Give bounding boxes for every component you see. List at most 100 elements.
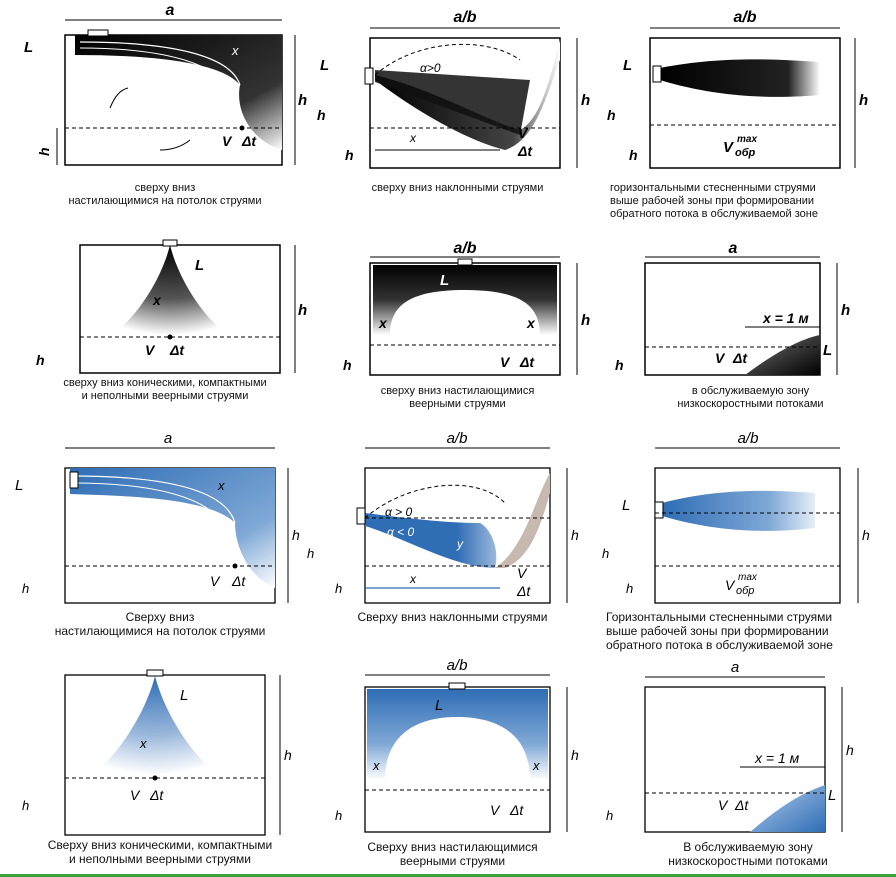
label-x1m: x = 1 м [754,750,800,766]
fan-jet [373,265,557,335]
label-L0: L [622,497,630,514]
label-vx: V [715,350,726,366]
label-hoz: h [345,147,354,163]
label-L0: L [440,272,449,289]
label-h: h [298,92,307,109]
panel-12-figure: a x = 1 м h h L V Δt [606,659,854,833]
label-L0: L [823,342,832,359]
caption-line: сверху вниз [134,182,196,194]
panel-5-caption: сверху вниз настилающимися веерными стру… [315,385,600,411]
diagram-panel-5: a/b h h L x x V Δt сверху вниз настилающ… [315,235,600,420]
low-velocity-jet [745,335,820,375]
label-x: x [231,43,239,58]
panel-11-caption: Сверху вниз настилающимися веерными стру… [305,840,600,868]
label-h: h [859,92,868,109]
panel-8-figure: a/b α > 0 α < 0 y x h h h V Δt [307,430,579,604]
caption-line: Сверху вниз [125,610,195,624]
label-alpha: α>0 [420,61,441,75]
label-L0: L [320,57,329,74]
label-vx: V [517,565,528,581]
caption-line: выше рабочей зоны при формировании [606,624,829,638]
room-outline [369,37,561,169]
diffuser-icon [356,507,366,525]
label-vobr: V [723,139,735,156]
diffuser-icon [146,669,164,677]
label-dt: Δt [734,797,749,813]
label-h: h [298,302,307,319]
label-dt: Δt [517,143,533,159]
panel-4-caption: сверху вниз коническими, компактными и н… [20,377,310,403]
label-hoz: h [22,798,29,813]
caption-line: веерными струями [409,398,506,410]
caption-line: низкоскоростными потоками [668,854,828,868]
label-h0: h [307,546,314,561]
label-h: h [581,312,590,329]
diagram-panel-4: h h L x V Δt сверху вниз коническими, ко… [20,235,310,420]
label-alpha-neg: α < 0 [387,525,415,539]
diagram-panel-7: a h h L x V Δt Сверху вниз настилающимис… [10,428,310,643]
label-vobr-sub: обр [735,147,756,159]
panel-12-caption: В обслуживаемую зону низкоскоростными по… [600,840,896,868]
label-alpha-pos: α > 0 [385,505,413,519]
label-hoz: h [22,581,29,596]
conical-jet [110,245,230,335]
label-x: x [372,758,380,773]
caption-line: сверху вниз наклонными струями [371,182,544,194]
label-h: h [846,742,854,758]
conical-jet [90,676,220,775]
label-dt: Δt [732,350,748,366]
caption-line: обратного потока в обслуживаемой зоне [606,638,833,652]
label-h: h [571,527,579,543]
diagram-panel-11: a/b h h L x x V Δt Сверху вниз настилающ… [305,655,600,872]
label-hoz: h [343,357,352,373]
room-outline [644,262,821,376]
label-vx: V [210,573,221,589]
diffuser-icon [87,29,109,37]
label-h: h [284,747,292,763]
label-dt: Δt [516,583,531,599]
label-x: x [378,315,388,331]
panel-2-caption: сверху вниз наклонными струями [315,182,600,195]
label-x1m: x = 1 м [762,310,809,326]
diagram-panel-2: a/b α>0 x h h h L V Δt сверху вниз накло… [315,0,600,215]
panel-3-figure: a/b h h h L V max обр [607,9,868,169]
caption-line: в обслуживаемую зону [691,385,810,397]
caption-line: Сверху вниз настилающимися [367,840,538,854]
panel-7-figure: a h h L x V Δt [15,430,300,604]
label-x: x [152,292,162,308]
diagram-panel-10: h h L x V Δt Сверху вниз коническими, ко… [10,660,310,872]
label-L0: L [623,57,632,74]
label-L0: L [15,477,23,494]
label-vobr: V [725,577,736,593]
fan-jet [367,689,548,780]
label-ab: a/b [453,240,476,257]
caption-line: выше рабочей зоны при формировании [610,195,814,207]
inclined-jet [365,513,497,568]
horizontal-jet [662,490,815,531]
label-h: h [292,527,300,543]
label-h: h [841,302,850,319]
label-hoz: h [626,581,633,596]
diagram-panel-1: a h h L x V Δt сверху вниз настилающимис… [20,0,310,215]
caption-line: В обслуживаемую зону [683,840,813,854]
label-h0: h [317,107,326,123]
label-vx: V [490,802,501,818]
room-outline [644,686,826,833]
label-x-right: x [526,315,536,331]
label-a: a [164,430,172,447]
caption-line: и неполными веерными струями [69,852,251,866]
label-vx: V [518,125,529,141]
diagram-panel-8: a/b α > 0 α < 0 y x h h h V Δt Сверху вн… [305,428,600,643]
diffuser-icon [69,471,79,489]
label-a: a [729,240,738,257]
label-hoz: h [335,808,342,823]
label-vx: V [222,133,233,149]
label-x: x [217,478,225,493]
label-x: x [139,736,147,751]
label-h: h [862,527,870,543]
panel-6-caption: в обслуживаемую зону низкоскоростными по… [605,385,896,411]
label-vobr-sup: max [737,134,757,145]
panel-9-caption: Горизонтальными стесненными струями выше… [600,610,896,652]
diagram-panel-6: a x = 1 м h h L V Δt в обслуживаемую зон… [605,235,896,420]
label-L0: L [180,687,188,704]
